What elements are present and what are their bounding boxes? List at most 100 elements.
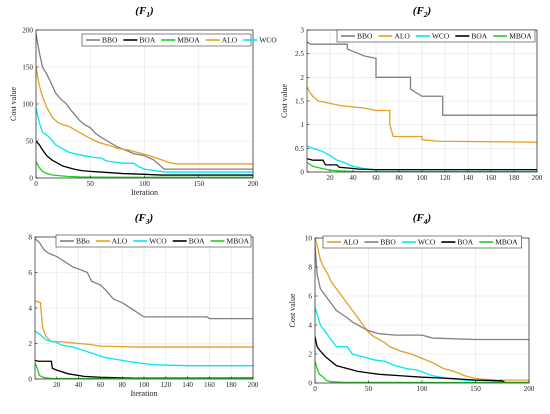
legend-label-bbo: BBO bbox=[102, 36, 118, 45]
legend-label-mboa: MBOA bbox=[227, 237, 250, 246]
y-tick-label: 150 bbox=[22, 64, 33, 72]
chart-title-f2: (F2) bbox=[413, 5, 431, 19]
x-tick-label: 200 bbox=[248, 180, 259, 188]
x-tick-label: 20 bbox=[53, 381, 61, 389]
y-tick-label: 4 bbox=[28, 305, 32, 313]
series-line-bbo-f2 bbox=[307, 41, 537, 116]
y-tick-label: 8 bbox=[308, 264, 312, 272]
legend-label-bbo: BBO bbox=[380, 238, 396, 247]
chart-f4: (F4) 0 50 100 150 200 0 2 4 6 8 10 Cost value ALO BBO W… bbox=[288, 212, 535, 393]
panel-f3: (F3) 20 40 60 80 100 120 140 160 180 200 0 2 4 6 8 Itera… bbox=[0, 207, 275, 414]
y-tick-label: 10 bbox=[305, 235, 313, 243]
series-line-wco-f1 bbox=[36, 107, 253, 173]
x-tick-label: 80 bbox=[119, 381, 127, 389]
legend-f2: BBO ALO WCO BOA MBOA bbox=[336, 29, 536, 43]
x-tick-label: 60 bbox=[372, 174, 380, 182]
series-line-alo-f4 bbox=[315, 238, 529, 381]
x-tick-label: 20 bbox=[326, 174, 334, 182]
x-tick-label: 100 bbox=[139, 180, 150, 188]
chart-title-f1: (F1) bbox=[135, 5, 153, 19]
chart-f1: (F1) 0 50 100 150 200 0 50 100 150 200 Iteration Cos… bbox=[9, 5, 277, 197]
series-line-boa-f4 bbox=[315, 336, 506, 383]
legend-label-mboa: MBOA bbox=[509, 32, 532, 41]
legend-label-wco: WCO bbox=[432, 32, 450, 41]
series-line-mboa-f4 bbox=[315, 361, 529, 383]
chart-f2: (F2) 20 40 60 80 100 120 140 160 180 200 0 0.5 1 1.5 2 2… bbox=[280, 5, 543, 182]
series-line-mboa-f1 bbox=[36, 161, 253, 178]
x-tick-label: 100 bbox=[139, 381, 150, 389]
legend-label-bbo: BBo bbox=[76, 237, 90, 246]
y-axis-label-f1: Cost value bbox=[9, 87, 18, 121]
y-tick-label: 0 bbox=[28, 376, 32, 384]
y-tick-label: 4 bbox=[308, 322, 312, 330]
x-tick-label: 0 bbox=[34, 180, 38, 188]
y-tick-label: 1 bbox=[300, 121, 304, 129]
series-line-mboa-f3 bbox=[35, 362, 253, 379]
series-line-bbo-f3 bbox=[35, 238, 253, 320]
chart-f3: (F3) 20 40 60 80 100 120 140 160 180 200 0 2 4 6 8 Itera… bbox=[28, 212, 259, 398]
series-line-boa-f1 bbox=[36, 140, 253, 176]
x-tick-label: 150 bbox=[193, 180, 204, 188]
panel-f4: (F4) 0 50 100 150 200 0 2 4 6 8 10 Cost value ALO BBO W… bbox=[275, 207, 550, 414]
legend-label-wco: WCO bbox=[418, 238, 436, 247]
y-tick-label: 0 bbox=[29, 175, 33, 183]
y-tick-label: 2 bbox=[308, 351, 312, 359]
x-tick-label: 140 bbox=[463, 174, 474, 182]
x-tick-label: 160 bbox=[486, 174, 497, 182]
x-tick-label: 100 bbox=[417, 174, 428, 182]
legend-label-alo: ALO bbox=[394, 32, 410, 41]
y-tick-label: 8 bbox=[28, 234, 32, 242]
x-tick-label: 180 bbox=[509, 174, 520, 182]
legend-f3: BBo ALO WCO BOA MBOA bbox=[55, 234, 252, 248]
x-tick-label: 40 bbox=[349, 174, 357, 182]
legend-label-boa: BOA bbox=[457, 238, 473, 247]
legend-box-f3 bbox=[55, 234, 252, 248]
y-tick-label: 0 bbox=[300, 169, 304, 177]
legend-label-wco: WCO bbox=[259, 36, 277, 45]
legend-label-wco: WCO bbox=[149, 237, 167, 246]
x-tick-label: 100 bbox=[417, 385, 428, 393]
chart-title-f4: (F4) bbox=[413, 212, 431, 226]
y-tick-label: 0.5 bbox=[295, 145, 304, 153]
x-tick-label: 60 bbox=[97, 381, 105, 389]
x-tick-label: 200 bbox=[524, 385, 535, 393]
series-line-boa-f3 bbox=[35, 359, 253, 379]
series-line-boa-f2 bbox=[307, 158, 537, 171]
legend-label-alo: ALO bbox=[343, 238, 359, 247]
y-tick-label: 6 bbox=[308, 293, 312, 301]
legend-label-alo: ALO bbox=[222, 36, 238, 45]
panel-f1: (F1) 0 50 100 150 200 0 50 100 150 200 Iteration Cos… bbox=[0, 0, 277, 207]
x-tick-label: 160 bbox=[204, 381, 215, 389]
y-tick-label: 200 bbox=[22, 27, 33, 35]
series-line-wco-f4 bbox=[315, 307, 529, 383]
legend-box-f4 bbox=[322, 235, 523, 249]
legend-label-bbo: BBO bbox=[357, 32, 373, 41]
x-tick-label: 200 bbox=[532, 174, 543, 182]
chart-title-f3: (F3) bbox=[135, 212, 153, 226]
grid-f3 bbox=[35, 236, 254, 380]
y-tick-label: 2 bbox=[28, 340, 32, 348]
legend-label-alo: ALO bbox=[112, 237, 128, 246]
x-axis-label-f3: Iteration bbox=[130, 389, 157, 398]
series-group-f4 bbox=[315, 238, 529, 383]
y-tick-label: 3 bbox=[300, 27, 304, 35]
y-tick-label: 6 bbox=[28, 269, 32, 277]
legend-label-boa: BOA bbox=[139, 36, 155, 45]
y-tick-label: 1.5 bbox=[295, 98, 304, 106]
series-group-f3 bbox=[35, 238, 253, 379]
legend-f4: ALO BBO WCO BOA MBOA bbox=[322, 235, 523, 249]
y-tick-label: 50 bbox=[26, 138, 34, 146]
series-line-bbo-f1 bbox=[36, 33, 253, 170]
x-tick-label: 150 bbox=[470, 385, 481, 393]
x-tick-label: 120 bbox=[440, 174, 451, 182]
x-tick-label: 200 bbox=[248, 381, 259, 389]
y-tick-label: 2.5 bbox=[295, 50, 304, 58]
series-group-f1 bbox=[36, 33, 253, 178]
x-tick-label: 180 bbox=[226, 381, 237, 389]
legend-label-boa: BOA bbox=[189, 237, 205, 246]
series-line-bbo-f4 bbox=[315, 245, 529, 341]
y-tick-label: 100 bbox=[22, 101, 33, 109]
legend-label-mboa: MBOA bbox=[495, 238, 518, 247]
y-axis-label-f2: Cost value bbox=[280, 84, 289, 118]
x-tick-label: 40 bbox=[75, 381, 83, 389]
